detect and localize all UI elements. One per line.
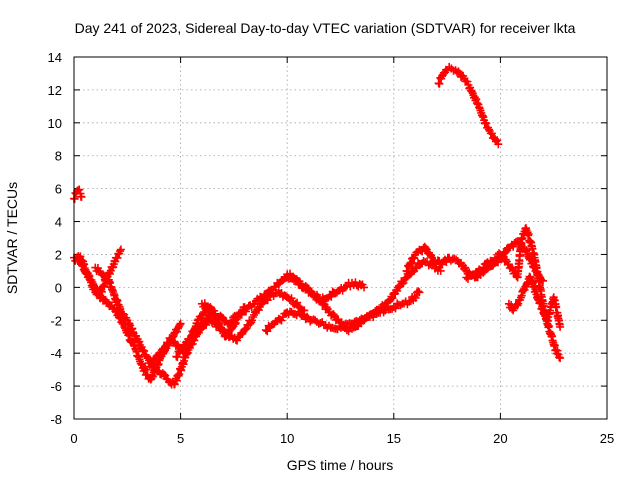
data-point	[293, 298, 302, 307]
y-tick-label: -2	[50, 313, 62, 328]
data-point	[492, 255, 501, 264]
x-tick-label: 5	[177, 431, 184, 446]
data-point	[555, 353, 564, 362]
data-point	[421, 244, 430, 253]
y-tick-label: 10	[48, 116, 62, 131]
y-tick-label: 4	[55, 215, 62, 230]
data-point	[435, 79, 444, 88]
y-tick-label: -4	[50, 346, 62, 361]
data-point	[76, 252, 85, 261]
data-point	[202, 320, 211, 329]
data-point	[360, 283, 368, 292]
data-point	[388, 294, 397, 303]
x-tick-label: 25	[600, 431, 614, 446]
x-axis-label: GPS time / hours	[287, 457, 394, 473]
data-point	[263, 327, 272, 336]
data-point	[175, 320, 184, 329]
data-point	[393, 287, 402, 295]
data-point	[77, 192, 86, 201]
x-tick-label: 0	[70, 431, 77, 446]
data-point	[199, 309, 207, 318]
y-axis-label: SDTVAR / TECUs	[4, 182, 20, 294]
data-point	[277, 316, 286, 325]
data-point	[477, 267, 486, 276]
data-point	[405, 297, 414, 306]
data-point	[116, 245, 125, 254]
data-point	[161, 371, 170, 380]
data-point	[463, 77, 472, 86]
data-point	[218, 325, 227, 334]
data-point	[556, 354, 565, 363]
data-point	[287, 294, 296, 303]
y-tick-label: -6	[50, 379, 62, 394]
x-tick-label: 20	[493, 431, 507, 446]
data-point	[411, 263, 420, 272]
data-point	[329, 310, 338, 319]
data-point	[553, 346, 562, 355]
data-point	[160, 370, 168, 379]
data-point	[147, 359, 156, 368]
x-tick-label: 15	[387, 431, 401, 446]
data-point	[442, 258, 451, 267]
y-tick-label: 2	[55, 247, 62, 262]
data-point	[261, 326, 270, 335]
y-tick-label: -8	[50, 412, 62, 427]
data-point	[509, 242, 518, 251]
data-point	[415, 288, 424, 297]
y-tick-label: 6	[55, 182, 62, 197]
y-tick-label: 12	[48, 83, 62, 98]
data-point	[93, 264, 102, 272]
data-point	[303, 283, 312, 292]
data-point	[482, 119, 491, 128]
data-point	[173, 353, 182, 362]
data-point	[173, 324, 182, 333]
data-point	[360, 316, 368, 325]
data-point	[411, 293, 420, 302]
data-point	[227, 318, 236, 327]
data-point	[514, 299, 523, 308]
chart-title: Day 241 of 2023, Sidereal Day-to-day VTE…	[75, 20, 576, 36]
data-point	[556, 322, 565, 331]
data-point	[189, 329, 198, 338]
data-point	[487, 129, 496, 138]
data-point	[187, 334, 196, 343]
data-point	[414, 287, 423, 296]
data-point	[410, 254, 419, 263]
data-point	[176, 319, 185, 328]
data-point	[75, 185, 84, 194]
data-point	[551, 345, 560, 354]
data-point	[467, 87, 476, 96]
y-tick-label: 0	[55, 280, 62, 295]
y-tick-label: 14	[48, 50, 62, 65]
data-point	[493, 136, 502, 145]
data-point	[188, 330, 197, 339]
data-point	[263, 296, 272, 305]
data-point	[412, 264, 421, 273]
data-point	[494, 140, 503, 149]
data-point	[84, 271, 93, 279]
x-tick-label: 10	[280, 431, 294, 446]
plot-frame	[73, 56, 608, 420]
data-point	[274, 280, 283, 289]
y-tick-label: 8	[55, 149, 62, 164]
data-points	[70, 62, 565, 389]
data-point	[325, 291, 334, 300]
data-point	[186, 336, 195, 345]
data-point	[479, 263, 488, 272]
data-point	[217, 313, 226, 322]
data-point	[237, 310, 246, 319]
data-point	[472, 99, 481, 108]
